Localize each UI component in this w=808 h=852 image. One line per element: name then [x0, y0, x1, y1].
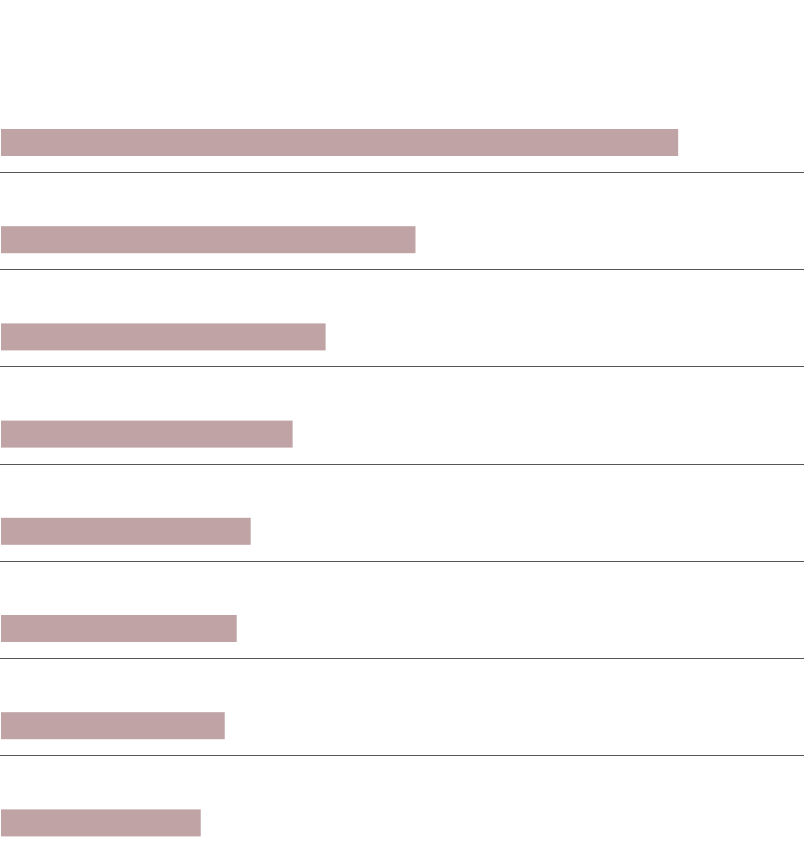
bar [1, 517, 251, 545]
bar [1, 420, 293, 448]
bar [1, 129, 679, 156]
bar [1, 712, 225, 740]
bar [1, 323, 326, 351]
bar [1, 226, 416, 254]
bar [1, 615, 237, 642]
bar [1, 809, 201, 837]
